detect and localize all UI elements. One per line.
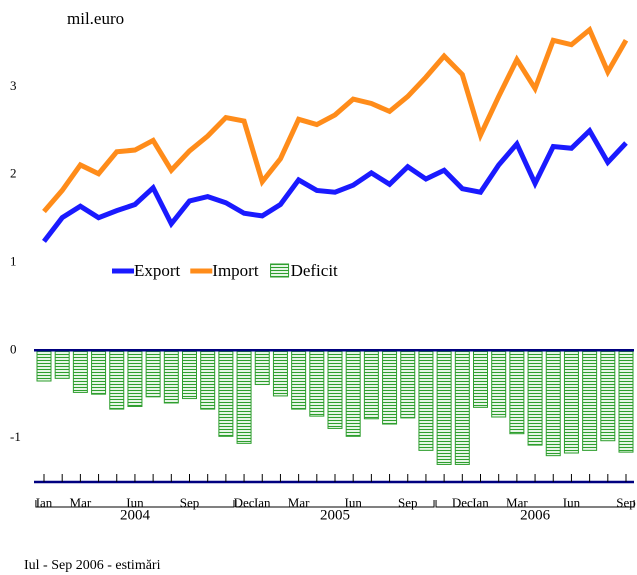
year-label: 2006 (520, 507, 551, 523)
legend-label: Import (212, 261, 259, 280)
x-tick-label: Sep (616, 495, 636, 510)
bar (200, 349, 216, 410)
bar (236, 349, 252, 444)
year-bracket (235, 500, 435, 508)
x-tick-label: Iun (345, 495, 363, 510)
year-label: 2004 (120, 507, 151, 523)
x-tick-label: Sep (180, 495, 200, 510)
bar (54, 349, 70, 379)
x-tick-label: Mar (70, 495, 92, 510)
bar (291, 349, 307, 410)
bar (36, 349, 52, 382)
x-tick-label: Iun (126, 495, 144, 510)
x-tick-label: Ian (472, 495, 489, 510)
bar (454, 349, 470, 465)
bar (327, 349, 343, 429)
y-tick-label: -1 (10, 429, 21, 444)
line-series (42, 126, 628, 243)
bar (600, 349, 616, 442)
x-tick-label: Sep (398, 495, 418, 510)
bar (400, 349, 416, 419)
y-tick-label: 3 (10, 78, 17, 93)
bar (582, 349, 598, 451)
x-tick-label: Mar (288, 495, 310, 510)
x-tick-label: Ian (36, 495, 53, 510)
line-series (42, 25, 629, 214)
x-tick-label: Dec (234, 495, 255, 510)
bar (363, 349, 379, 420)
footnote: Iul - Sep 2006 - estimări (24, 558, 161, 573)
bar (72, 349, 88, 393)
bar (182, 349, 197, 400)
x-tick-label: Dec (452, 495, 473, 510)
bar (563, 349, 579, 454)
bar (618, 349, 634, 453)
bar (382, 349, 398, 425)
y-tick-label: 0 (10, 341, 17, 356)
year-bracket (435, 500, 635, 508)
x-tick-label: Iun (563, 495, 581, 510)
legend-label: Export (134, 261, 181, 280)
x-tick-label: Ian (254, 495, 271, 510)
bar (145, 349, 161, 398)
bar (272, 349, 288, 397)
bar (91, 349, 107, 395)
bar (491, 349, 507, 418)
bar (254, 349, 270, 386)
year-label: 2005 (320, 507, 350, 523)
year-bracket (35, 500, 235, 508)
y-tick-label: 1 (10, 253, 17, 268)
legend-label: Deficit (291, 261, 338, 280)
bar (527, 349, 543, 446)
bar (345, 349, 361, 437)
bar (473, 349, 488, 408)
bar (418, 349, 434, 451)
bar (218, 349, 234, 437)
bar (163, 349, 179, 404)
bar (509, 349, 525, 435)
y-axis-label: mil.euro (67, 9, 124, 28)
legend-swatch (270, 263, 290, 278)
bar (545, 349, 561, 457)
y-tick-label: 2 (10, 166, 17, 181)
bar (109, 349, 125, 410)
x-tick-label: Mar (506, 495, 528, 510)
bar (309, 349, 325, 417)
bar (436, 349, 452, 465)
bar (127, 349, 143, 407)
